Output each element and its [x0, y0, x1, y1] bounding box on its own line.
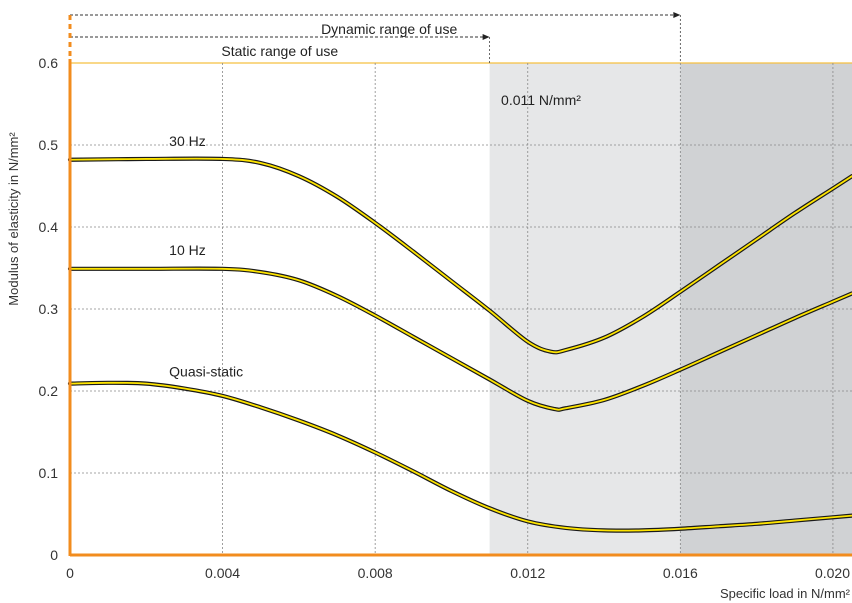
y-axis-title: Modulus of elasticity in N/mm²	[6, 132, 21, 306]
range-of-use-arrows	[70, 12, 681, 63]
x-tick-label: 0.012	[510, 565, 545, 581]
grid	[70, 62, 852, 555]
y-tick-label: 0.1	[39, 465, 59, 481]
range-arrowhead-1	[673, 12, 681, 18]
labels: Dynamic range of use Static range of use 0…	[6, 21, 851, 601]
axes	[68, 15, 852, 557]
y-tick-label: 0	[50, 547, 58, 563]
x-tick-label: 0.016	[663, 565, 698, 581]
annotation-label: 10 Hz	[169, 242, 206, 258]
series-line-30-hz	[69, 157, 852, 354]
y-tick-label: 0.2	[39, 383, 59, 399]
y-tick-label: 0.5	[39, 137, 59, 153]
annotation-label: 0.011 N/mm²	[501, 92, 581, 108]
y-tick-label: 0.6	[39, 55, 59, 71]
x-tick-label: 0.004	[205, 565, 240, 581]
range-arrowhead-2	[482, 34, 490, 40]
series-line-quasi-static	[69, 381, 852, 532]
annotation-label: 30 Hz	[169, 133, 206, 149]
shaded-region-1	[489, 63, 681, 555]
x-tick-label: 0.020	[815, 565, 850, 581]
dynamic-range-label: Dynamic range of use	[321, 21, 457, 37]
x-tick-label: 0.008	[358, 565, 393, 581]
x-axis-title: Specific load in N/mm²	[720, 586, 851, 601]
series-lines	[67, 156, 852, 533]
annotation-label: Quasi-static	[169, 363, 243, 379]
x-tick-label: 0	[66, 565, 74, 581]
static-range-label: Static range of use	[221, 43, 338, 59]
y-tick-label: 0.4	[39, 219, 59, 235]
series-line-10-hz	[69, 267, 852, 411]
y-tick-label: 0.3	[39, 301, 59, 317]
